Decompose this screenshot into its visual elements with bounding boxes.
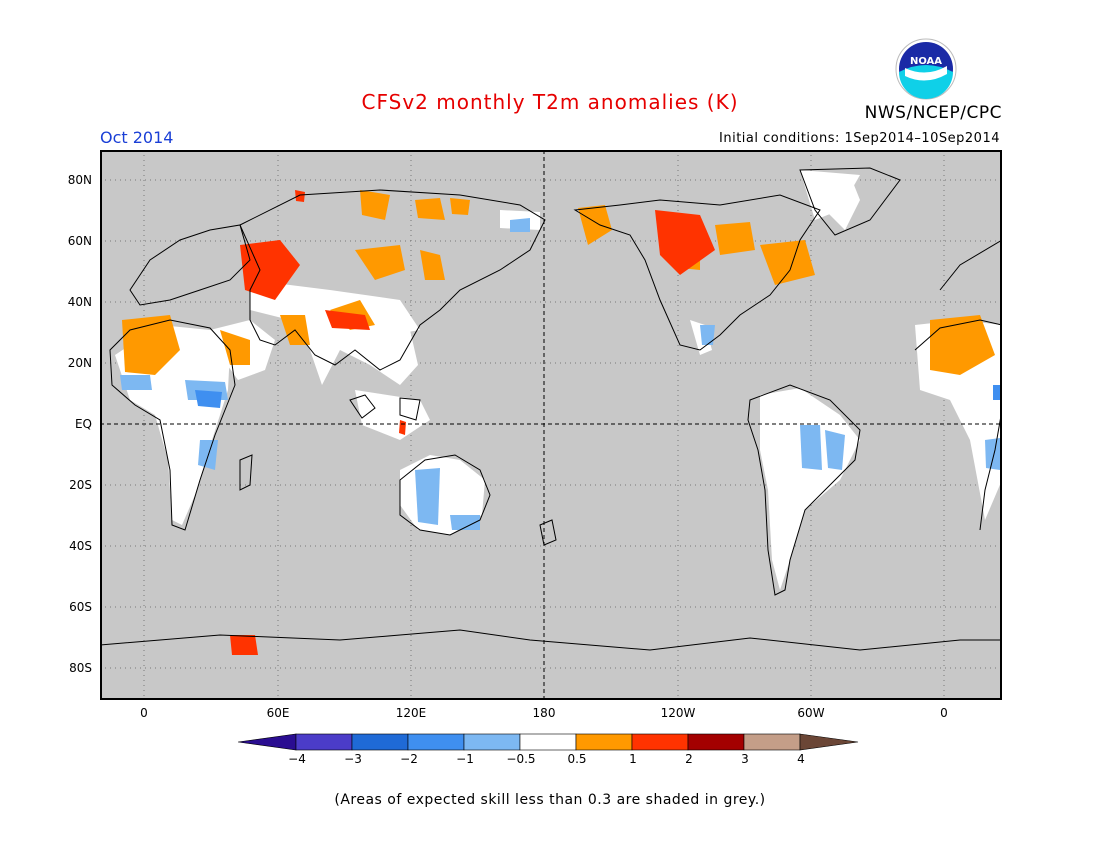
lat-label-20n: 20N [67, 356, 92, 370]
colorbar-swatch [631, 733, 689, 751]
lat-label-80n: 80N [67, 173, 92, 187]
map-frame [100, 150, 1002, 700]
lon-label-60e: 60E [266, 706, 290, 720]
colorbar-swatch [407, 733, 465, 751]
lon-label-180: 180 [532, 706, 556, 720]
forecast-month: Oct 2014 [100, 128, 174, 147]
lat-label-20s: 20S [69, 478, 92, 492]
logo-text: NOAA [910, 56, 942, 67]
colorbar-label-neg4: −4 [288, 752, 306, 766]
colorbar-label-neg3: −3 [344, 752, 362, 766]
colorbar-swatch [295, 733, 353, 751]
colorbar-swatch [463, 733, 521, 751]
map-background [100, 150, 1002, 700]
lat-label-eq: EQ [74, 417, 92, 431]
lat-label-60n: 60N [67, 234, 92, 248]
initial-conditions: Initial conditions: 1Sep2014–10Sep2014 [719, 131, 1000, 146]
lon-label-120w: 120W [660, 706, 696, 720]
lat-label-40s: 40S [69, 539, 92, 553]
colorbar-label-neg1: −1 [456, 752, 474, 766]
footnote: (Areas of expected skill less than 0.3 a… [334, 792, 766, 808]
colorbar-label-3: 3 [741, 752, 749, 766]
lat-label-80s: 80S [69, 661, 92, 675]
lat-label-40n: 40N [67, 295, 92, 309]
cool-anomaly-1-2 [195, 385, 1002, 408]
lon-label-60w: 60W [797, 706, 825, 720]
colorbar-swatch [575, 733, 633, 751]
noaa-logo: NOAA [895, 38, 957, 100]
lon-label-0-east: 0 [940, 706, 948, 720]
lon-label-120e: 120E [395, 706, 427, 720]
colorbar-swatch [799, 733, 859, 751]
lat-label-60s: 60S [69, 600, 92, 614]
chart-title: CFSv2 monthly T2m anomalies (K) [361, 90, 739, 114]
colorbar-swatch [351, 733, 409, 751]
colorbar-swatch [743, 733, 801, 751]
anomaly-map [100, 150, 1002, 700]
warm-anomaly-1-2 [230, 190, 715, 655]
lon-label-0: 0 [140, 706, 148, 720]
colorbar [238, 733, 859, 751]
colorbar-label-1: 1 [629, 752, 637, 766]
colorbar-label-neg05: −0.5 [506, 752, 536, 766]
organization-label: NWS/NCEP/CPC [864, 103, 1002, 123]
colorbar-swatch [238, 733, 297, 751]
colorbar-label-4: 4 [797, 752, 805, 766]
colorbar-label-05: 0.5 [567, 752, 587, 766]
coastlines [100, 167, 1002, 651]
colorbar-swatch [519, 733, 577, 751]
colorbar-swatch [687, 733, 745, 751]
colorbar-label-2: 2 [685, 752, 693, 766]
colorbar-label-neg2: −2 [400, 752, 418, 766]
